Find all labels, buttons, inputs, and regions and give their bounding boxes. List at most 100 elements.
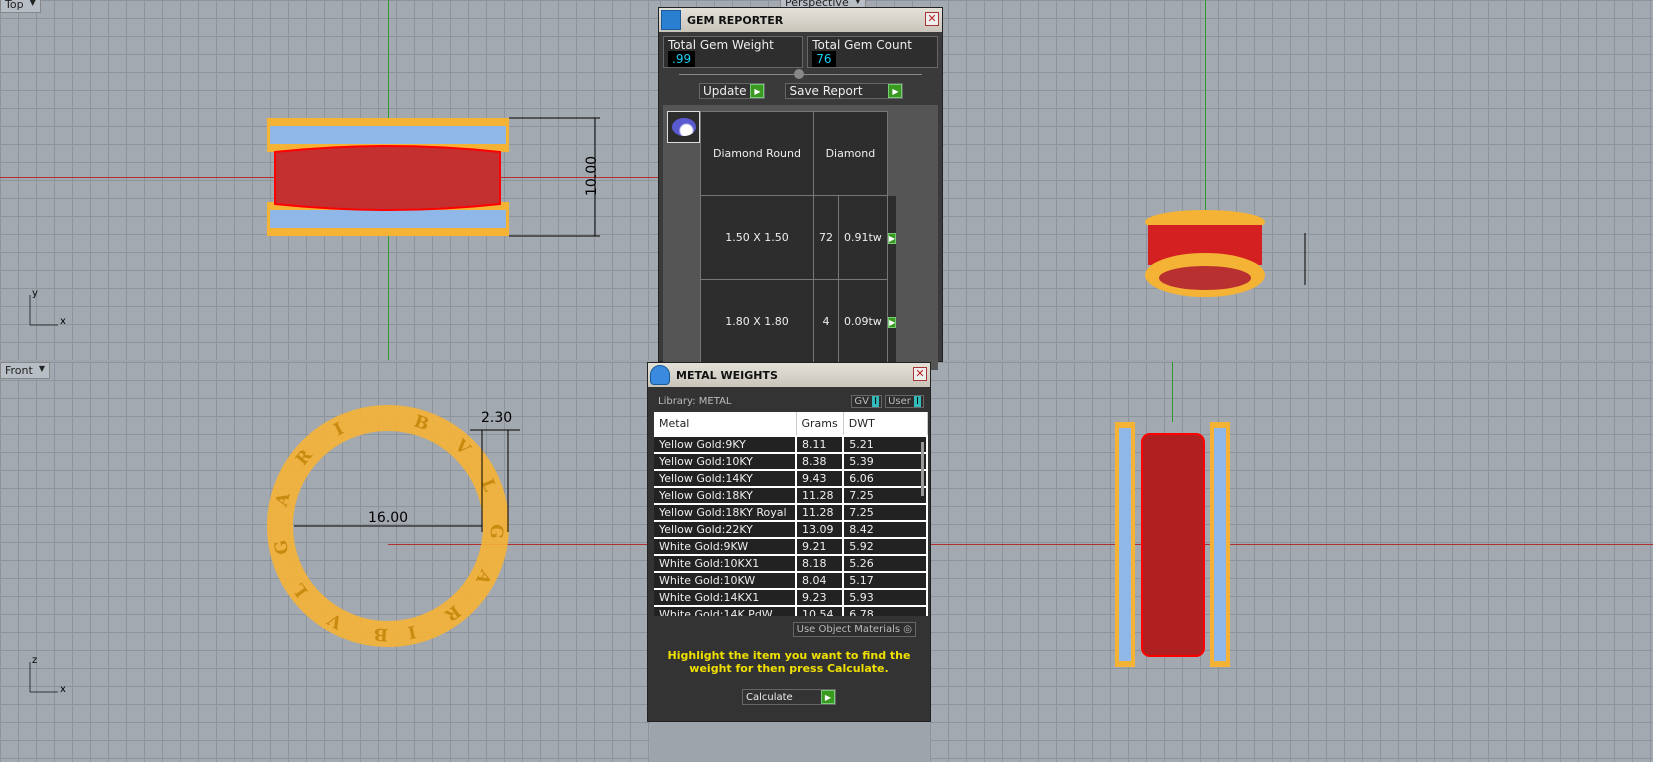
play-icon: ▶ xyxy=(888,84,903,98)
axis-label-x: x xyxy=(60,316,66,327)
chevron-down-icon[interactable]: ▼ xyxy=(29,0,36,7)
z-axis-line xyxy=(1205,0,1206,215)
grams: 8.38 xyxy=(796,452,845,470)
metal-table: Metal Grams DWT Yellow Gold:9KY 8.11 5.21 Yel… xyxy=(654,412,928,616)
metal-row[interactable]: Yellow Gold:18KY 11.28 7.25 xyxy=(654,486,928,504)
gv-toggle[interactable]: GV I xyxy=(851,395,883,408)
viewport-label-front[interactable]: Front ▼ xyxy=(0,362,50,379)
metal-name: Yellow Gold:14KY xyxy=(654,469,797,487)
metal-list[interactable]: Metal Grams DWT Yellow Gold:9KY 8.11 5.21 Yel… xyxy=(654,412,928,616)
grams: 8.04 xyxy=(796,571,845,589)
panel-title: GEM REPORTER xyxy=(687,13,784,27)
use-object-materials-toggle[interactable]: Use Object Materials ◎ xyxy=(792,622,916,637)
column-metal[interactable]: Metal xyxy=(654,412,797,436)
metal-row[interactable]: White Gold:14K PdW 10.54 6.78 xyxy=(654,605,928,616)
viewport-top[interactable]: Top ▼ 10.00 y x xyxy=(0,0,660,360)
dwt: 6.78 xyxy=(843,605,928,616)
metal-row[interactable]: White Gold:9KW 9.21 5.92 xyxy=(654,537,928,555)
header-shape: Diamond Round xyxy=(700,111,814,196)
grams: 11.28 xyxy=(796,503,845,521)
z-axis-line xyxy=(1172,362,1173,422)
metal-row[interactable]: Yellow Gold:18KY Royal 11.28 7.25 xyxy=(654,503,928,521)
metal-name: White Gold:14KX1 xyxy=(654,588,797,606)
grams: 10.54 xyxy=(796,605,845,616)
metal-weights-titlebar[interactable]: METAL WEIGHTS ✕ xyxy=(648,363,930,387)
header-type: Diamond xyxy=(813,111,888,196)
label: Total Gem Count xyxy=(812,38,912,52)
splitter-handle[interactable] xyxy=(794,69,804,79)
viewport-front[interactable]: Front ▼ BVLGARI BVLGARI 16.00 2.30 z x xyxy=(0,362,650,762)
metal-name: White Gold:10KX1 xyxy=(654,554,797,572)
metal-row[interactable]: White Gold:10KX1 8.18 5.26 xyxy=(654,554,928,572)
close-icon[interactable]: ✕ xyxy=(925,12,939,26)
chevron-down-icon[interactable]: ▼ xyxy=(38,364,45,373)
dwt: 5.93 xyxy=(843,588,928,606)
metal-row[interactable]: Yellow Gold:10KY 8.38 5.39 xyxy=(654,452,928,470)
label: GV xyxy=(854,396,869,407)
dimension-inner-diameter: 16.00 xyxy=(368,510,409,526)
metal-weights-panel: METAL WEIGHTS ✕ Library: METAL GV I User … xyxy=(647,362,931,722)
splitter[interactable] xyxy=(679,69,922,79)
ring-side-view[interactable] xyxy=(930,362,1653,762)
ring-perspective-view[interactable] xyxy=(660,0,1653,360)
gem-weight: 0.09tw xyxy=(838,279,888,364)
update-button[interactable]: Update ▶ xyxy=(699,83,766,99)
dimension-height: 10.00 xyxy=(584,155,601,197)
viewport-title: Front xyxy=(5,364,33,377)
gem-size: 1.80 X 1.80 xyxy=(700,279,814,364)
gem-reporter-icon xyxy=(661,10,681,30)
ring-front-view[interactable]: BVLGARI BVLGARI xyxy=(0,362,650,762)
dwt: 5.26 xyxy=(843,554,928,572)
panel-title: METAL WEIGHTS xyxy=(676,368,778,382)
column-grams[interactable]: Grams xyxy=(796,412,844,436)
scrollbar[interactable] xyxy=(921,442,924,496)
ring-top-view[interactable] xyxy=(0,0,660,360)
metal-name: Yellow Gold:18KY xyxy=(654,486,797,504)
viewport-label-top[interactable]: Top ▼ xyxy=(0,0,41,13)
grams: 9.43 xyxy=(796,469,845,487)
viewport-right[interactable] xyxy=(930,362,1653,762)
metal-row[interactable]: White Gold:14KX1 9.23 5.93 xyxy=(654,588,928,606)
chevron-down-icon[interactable]: ▼ xyxy=(854,0,861,5)
grams: 9.23 xyxy=(796,588,845,606)
total-gem-count-value: 76 xyxy=(812,51,836,67)
grams: 13.09 xyxy=(796,520,845,538)
axis-label-x: x xyxy=(60,684,66,695)
label: Total Gem Weight xyxy=(668,38,774,52)
gem-row[interactable]: 1.50 X 1.50 72 0.91tw ▶ xyxy=(700,195,897,280)
label: Calculate xyxy=(746,691,793,703)
total-gem-count: Total Gem Count 76 xyxy=(807,36,938,68)
user-toggle[interactable]: User I xyxy=(885,395,924,408)
dwt: 7.25 xyxy=(843,486,928,504)
gem-row[interactable]: 1.80 X 1.80 4 0.09tw ▶ xyxy=(700,279,897,364)
close-icon[interactable]: ✕ xyxy=(913,367,927,381)
instruction-text: Highlight the item you want to find the … xyxy=(667,649,911,675)
gem-count: 72 xyxy=(813,195,839,280)
x-axis-line xyxy=(930,544,1653,545)
dwt: 5.17 xyxy=(843,571,928,589)
column-dwt[interactable]: DWT xyxy=(843,412,928,436)
gem-reporter-panel: GEM REPORTER ✕ Total Gem Weight .99 Total… xyxy=(658,7,943,370)
metal-row[interactable]: Yellow Gold:9KY 8.11 5.21 xyxy=(654,435,928,453)
grams: 11.28 xyxy=(796,486,845,504)
grams: 8.18 xyxy=(796,554,845,572)
save-report-button[interactable]: Save Report ▶ xyxy=(785,83,904,99)
gem-size: 1.50 X 1.50 xyxy=(700,195,814,280)
gem-weight: 0.91tw xyxy=(838,195,888,280)
metal-name: Yellow Gold:18KY Royal xyxy=(654,503,797,521)
metal-row[interactable]: Yellow Gold:14KY 9.43 6.06 xyxy=(654,469,928,487)
grams: 9.21 xyxy=(796,537,845,555)
play-icon[interactable]: ▶ xyxy=(887,232,896,244)
calculate-button[interactable]: Calculate ▶ xyxy=(742,689,836,705)
viewport-title: Top xyxy=(5,0,24,11)
dwt: 5.39 xyxy=(843,452,928,470)
play-icon: ▶ xyxy=(750,84,765,98)
play-icon[interactable]: ▶ xyxy=(888,316,897,328)
dwt: 7.25 xyxy=(843,503,928,521)
metal-row[interactable]: White Gold:10KW 8.04 5.17 xyxy=(654,571,928,589)
metal-row[interactable]: Yellow Gold:22KY 13.09 8.42 xyxy=(654,520,928,538)
gem-reporter-titlebar[interactable]: GEM REPORTER ✕ xyxy=(659,8,942,32)
label: Use Object Materials xyxy=(796,624,901,635)
viewport-title: Perspective xyxy=(785,0,849,9)
label: Save Report xyxy=(789,84,863,98)
